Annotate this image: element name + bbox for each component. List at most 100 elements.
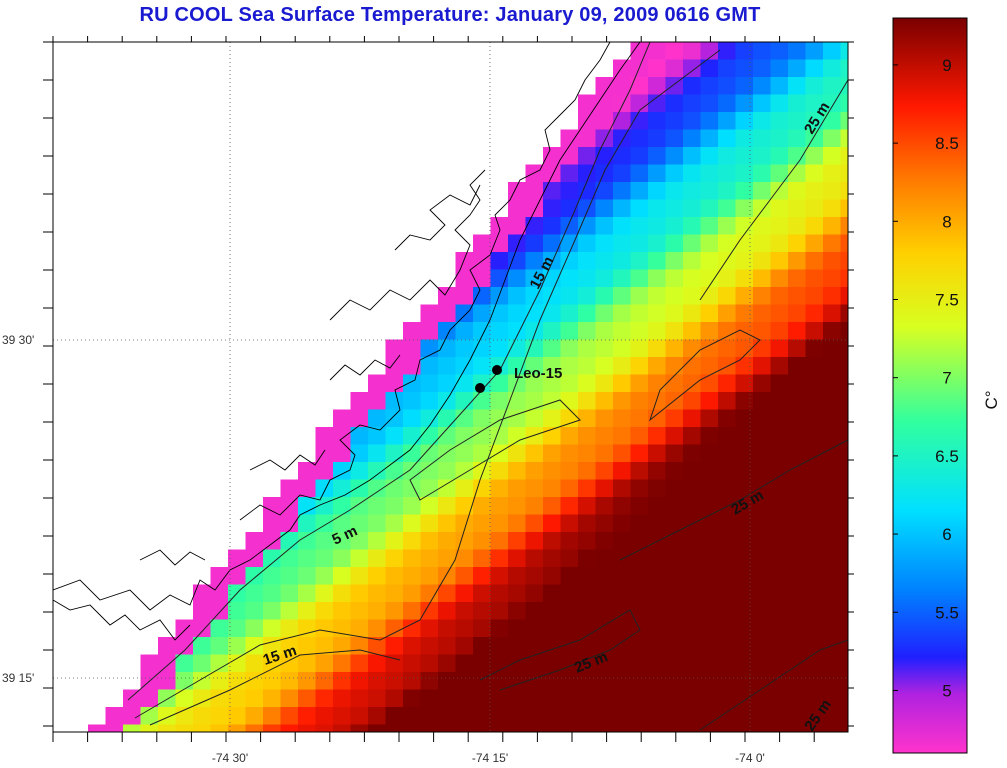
sst-cell <box>420 409 439 428</box>
sst-cell <box>718 619 737 638</box>
sst-cell <box>770 182 789 201</box>
sst-cell <box>490 234 509 253</box>
sst-cell <box>718 602 737 621</box>
sst-cell <box>403 549 422 568</box>
sst-cell <box>193 619 212 638</box>
sst-cell <box>630 147 649 166</box>
sst-cell <box>613 269 632 288</box>
sst-cell <box>368 619 387 638</box>
sst-cell <box>735 724 754 732</box>
sst-cell <box>140 654 159 673</box>
sst-cell <box>665 269 684 288</box>
sst-cell <box>823 514 842 533</box>
sst-cell <box>840 129 848 148</box>
sst-cell <box>700 199 719 218</box>
sst-cell <box>175 637 194 656</box>
sst-cell <box>735 59 754 78</box>
sst-cell <box>473 619 492 638</box>
sst-cell <box>805 217 824 236</box>
sst-cell <box>665 234 684 253</box>
sst-cell <box>350 567 369 586</box>
sst-cell <box>560 234 579 253</box>
colorbar-tick-label: 8.5 <box>935 134 959 153</box>
sst-cell <box>788 549 807 568</box>
sst-cell <box>543 252 562 271</box>
sst-cell <box>158 689 177 708</box>
sst-cell <box>700 374 719 393</box>
sst-cell <box>595 182 614 201</box>
sst-cell <box>298 724 317 732</box>
sst-cell <box>420 689 439 708</box>
sst-cell <box>718 252 737 271</box>
sst-cell <box>805 287 824 306</box>
sst-cell <box>613 427 632 446</box>
sst-cell <box>735 357 754 376</box>
sst-cell <box>385 637 404 656</box>
sst-cell <box>753 304 772 323</box>
sst-cell <box>420 357 439 376</box>
sst-cell <box>438 672 457 691</box>
sst-cell <box>700 584 719 603</box>
sst-cell <box>350 532 369 551</box>
sst-cell <box>420 374 439 393</box>
sst-cell <box>578 287 597 306</box>
sst-cell <box>630 602 649 621</box>
sst-cell <box>333 689 352 708</box>
sst-cell <box>368 602 387 621</box>
sst-cell <box>735 129 754 148</box>
sst-cell <box>595 357 614 376</box>
sst-cell <box>823 269 842 288</box>
sst-cell <box>228 707 247 726</box>
sst-cell <box>805 147 824 166</box>
sst-cell <box>700 619 719 638</box>
sst-cell <box>263 619 282 638</box>
sst-cell <box>753 532 772 551</box>
sst-cell <box>718 339 737 358</box>
sst-cell <box>298 497 317 516</box>
sst-cell <box>613 602 632 621</box>
sst-cell <box>805 42 824 61</box>
sst-cell <box>840 94 848 113</box>
sst-cell <box>613 252 632 271</box>
sst-cell <box>263 689 282 708</box>
sst-cell <box>700 549 719 568</box>
sst-cell <box>543 409 562 428</box>
sst-cell <box>210 707 229 726</box>
sst-cell <box>525 532 544 551</box>
sst-cell <box>560 514 579 533</box>
sst-cell <box>560 532 579 551</box>
sst-cell <box>490 462 509 481</box>
sst-cell <box>158 672 177 691</box>
sst-cell <box>805 497 824 516</box>
sst-cell <box>525 444 544 463</box>
sst-cell <box>455 637 474 656</box>
sst-cell <box>368 462 387 481</box>
sst-cell <box>455 287 474 306</box>
sst-cell <box>753 672 772 691</box>
sst-cell <box>648 339 667 358</box>
sst-cell <box>438 514 457 533</box>
sst-cell <box>560 129 579 148</box>
sst-cell <box>315 602 334 621</box>
sst-cell <box>648 409 667 428</box>
sst-cell <box>648 77 667 96</box>
sst-cell <box>385 462 404 481</box>
sst-cell <box>578 707 597 726</box>
sst-cell <box>630 479 649 498</box>
sst-cell <box>473 322 492 341</box>
sst-cell <box>508 217 527 236</box>
sst-cell <box>700 112 719 131</box>
sst-cell <box>840 619 848 638</box>
sst-cell <box>805 322 824 341</box>
sst-cell <box>595 532 614 551</box>
sst-cell <box>560 427 579 446</box>
sst-cell <box>840 322 848 341</box>
sst-cell <box>718 427 737 446</box>
sst-cell <box>595 304 614 323</box>
sst-cell <box>105 707 124 726</box>
sst-cell <box>368 479 387 498</box>
sst-cell <box>718 549 737 568</box>
sst-cell <box>578 584 597 603</box>
sst-cell <box>613 392 632 411</box>
